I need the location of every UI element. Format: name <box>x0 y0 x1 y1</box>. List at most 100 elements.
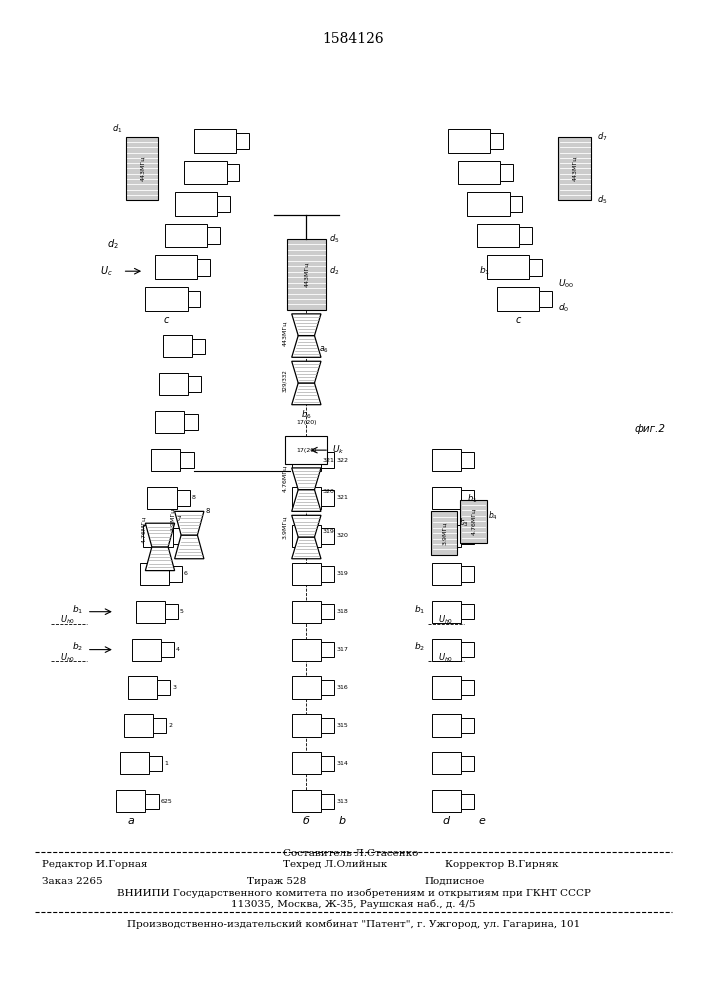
Bar <box>126 137 158 200</box>
Bar <box>132 639 161 661</box>
Text: 443МГц: 443МГц <box>139 156 145 181</box>
Bar <box>147 487 177 509</box>
Bar <box>431 449 461 471</box>
Bar <box>285 436 327 464</box>
Text: Техред Л.Олийнык: Техред Л.Олийнык <box>283 860 387 869</box>
Text: b: b <box>339 816 346 826</box>
Text: Заказ 2265: Заказ 2265 <box>42 877 103 886</box>
Text: 443МГц: 443МГц <box>282 321 287 346</box>
Bar <box>149 756 163 771</box>
Bar <box>146 794 158 809</box>
Bar <box>461 528 474 544</box>
Text: 322: 322 <box>336 458 348 463</box>
Bar <box>124 714 153 737</box>
Text: 7: 7 <box>188 533 192 538</box>
Text: $d_2$: $d_2$ <box>329 264 339 277</box>
Text: $b_2$: $b_2$ <box>72 641 83 653</box>
Bar <box>431 714 461 737</box>
Bar <box>161 642 174 657</box>
Text: б: б <box>303 816 310 826</box>
Text: $a_6$: $a_6$ <box>320 344 329 355</box>
Bar <box>236 133 249 149</box>
Bar <box>153 718 166 733</box>
Text: $U_k$: $U_k$ <box>332 444 345 456</box>
Polygon shape <box>292 468 321 490</box>
Bar <box>157 680 170 695</box>
Text: фиг.2: фиг.2 <box>635 424 666 434</box>
Text: $U_{00}$: $U_{00}$ <box>559 278 575 290</box>
Bar <box>136 601 165 623</box>
Text: e: e <box>479 816 486 826</box>
Text: $d_1$: $d_1$ <box>112 123 122 135</box>
Text: 113035, Москва, Ж-35, Раушская наб., д. 4/5: 113035, Москва, Ж-35, Раушская наб., д. … <box>231 900 476 909</box>
Bar <box>461 756 474 771</box>
Text: $d_2$: $d_2$ <box>107 237 119 251</box>
Bar <box>155 411 185 433</box>
Text: $d_5$: $d_5$ <box>329 233 339 245</box>
Bar <box>292 790 321 812</box>
Bar <box>187 291 200 307</box>
Bar <box>431 487 461 509</box>
Bar <box>185 414 197 430</box>
Bar <box>487 255 529 279</box>
Bar <box>321 566 334 582</box>
Text: c: c <box>515 315 520 325</box>
Text: Составитель Л.Стасенко: Составитель Л.Стасенко <box>283 849 418 858</box>
Bar <box>151 449 180 471</box>
Text: $U_{h0}$: $U_{h0}$ <box>59 613 75 626</box>
Text: 4: 4 <box>176 647 180 652</box>
Bar <box>217 196 230 212</box>
Text: 3: 3 <box>173 685 176 690</box>
Bar <box>185 161 227 184</box>
Text: $b_1$: $b_1$ <box>467 492 478 505</box>
Text: 7: 7 <box>176 516 181 522</box>
Text: $b_3$: $b_3$ <box>460 517 469 529</box>
Bar <box>175 192 217 216</box>
Polygon shape <box>146 547 175 571</box>
Text: Корректор В.Гирняк: Корректор В.Гирняк <box>445 860 559 869</box>
Text: $b_4$: $b_4$ <box>489 509 498 522</box>
Bar <box>539 291 551 307</box>
Bar <box>431 790 461 812</box>
Polygon shape <box>292 314 321 336</box>
Text: Производственно-издательский комбинат "Патент", г. Ужгород, ул. Гагарина, 101: Производственно-издательский комбинат "П… <box>127 920 580 929</box>
Bar <box>461 680 474 695</box>
Polygon shape <box>146 523 175 547</box>
Text: 443МГц: 443МГц <box>304 262 309 287</box>
Bar <box>197 259 210 276</box>
Bar <box>292 487 321 509</box>
Bar <box>461 490 474 506</box>
Bar <box>559 137 591 200</box>
Text: 4.76МГц: 4.76МГц <box>282 464 287 492</box>
Text: 321: 321 <box>336 495 348 500</box>
Text: 1584126: 1584126 <box>322 32 385 46</box>
Polygon shape <box>292 383 321 405</box>
Bar <box>120 752 149 774</box>
Polygon shape <box>292 515 321 537</box>
Bar <box>431 601 461 623</box>
Bar <box>321 718 334 733</box>
Text: 6: 6 <box>184 571 188 576</box>
Bar <box>448 129 490 153</box>
Bar <box>520 227 532 244</box>
Bar <box>292 639 321 661</box>
Bar <box>321 604 334 619</box>
Text: 316: 316 <box>336 685 348 690</box>
Bar <box>146 287 187 311</box>
Bar <box>194 129 236 153</box>
Bar <box>321 680 334 695</box>
Bar <box>292 601 321 623</box>
Bar <box>128 676 157 699</box>
Text: 4.76МГц: 4.76МГц <box>141 516 146 543</box>
Text: 1: 1 <box>165 761 168 766</box>
Bar <box>510 196 522 212</box>
Text: 8: 8 <box>192 495 196 500</box>
Text: $U_{h0}$: $U_{h0}$ <box>59 651 75 664</box>
Text: 319: 319 <box>336 571 348 576</box>
Text: 320: 320 <box>336 533 348 538</box>
Bar <box>461 794 474 809</box>
Text: $b_1$: $b_1$ <box>414 603 425 616</box>
Bar <box>321 642 334 657</box>
Bar <box>177 490 189 506</box>
Text: $d_5$: $d_5$ <box>597 194 608 206</box>
